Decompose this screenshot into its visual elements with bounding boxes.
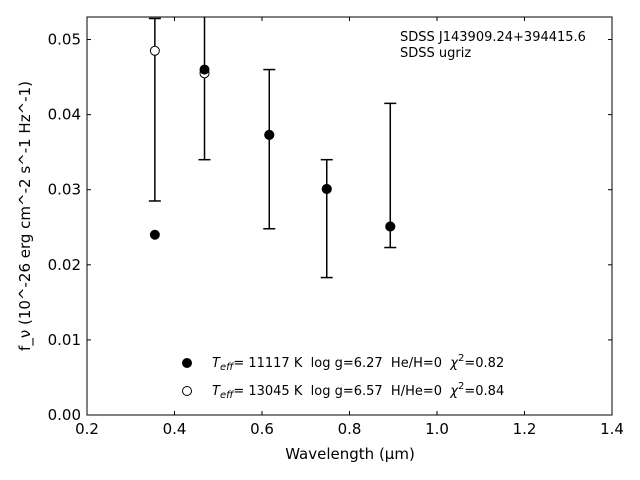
data-points — [149, 45, 396, 240]
data-point-filled — [199, 64, 210, 75]
x-tick-label: 0.8 — [338, 420, 362, 438]
y-tick-label: 0.05 — [48, 31, 81, 49]
data-point-filled — [264, 129, 275, 140]
data-point-filled — [321, 183, 332, 194]
legend-marker-open — [182, 386, 192, 396]
y-tick-label: 0.02 — [48, 256, 81, 274]
x-tick-label: 0.6 — [250, 420, 274, 438]
legend-label-open: Teff= 13045 K log g=6.57 H/He=0 χ2=0.84 — [212, 381, 504, 401]
y-axis-title: f_ν (10^-26 erg cm^-2 s^-1 Hz^-1) — [16, 81, 35, 351]
y-tick-label: 0.04 — [48, 106, 81, 124]
y-tick-label: 0.03 — [48, 181, 81, 199]
legend-label-filled: Teff= 11117 K log g=6.27 He/H=0 χ2=0.82 — [212, 353, 504, 373]
x-tick-label: 0.2 — [75, 420, 99, 438]
error-bars — [148, 17, 397, 279]
x-axis-title: Wavelength (μm) — [285, 445, 415, 463]
data-point-filled — [149, 229, 160, 240]
annotation-object-name: SDSS J143909.24+394415.6 — [400, 30, 586, 45]
x-tick-label: 1.0 — [425, 420, 449, 438]
data-point-filled — [385, 221, 396, 232]
y-tick-label: 0.01 — [48, 331, 81, 349]
data-point-open — [149, 45, 160, 56]
x-tick-label: 1.4 — [600, 420, 624, 438]
legend-marker-filled — [182, 358, 192, 368]
annotation-photometry: SDSS ugriz — [400, 46, 471, 61]
y-tick-label: 0.00 — [48, 406, 81, 424]
legend: Teff= 11117 K log g=6.27 He/H=0 χ2=0.82 … — [182, 353, 504, 401]
x-tick-label: 0.4 — [163, 420, 187, 438]
axis-ticks: 0.2 0.4 0.6 0.8 1.0 1.2 1.4 0.00 0.01 0.02 0.03 0.0… — [48, 17, 624, 438]
x-tick-label: 1.2 — [513, 420, 537, 438]
